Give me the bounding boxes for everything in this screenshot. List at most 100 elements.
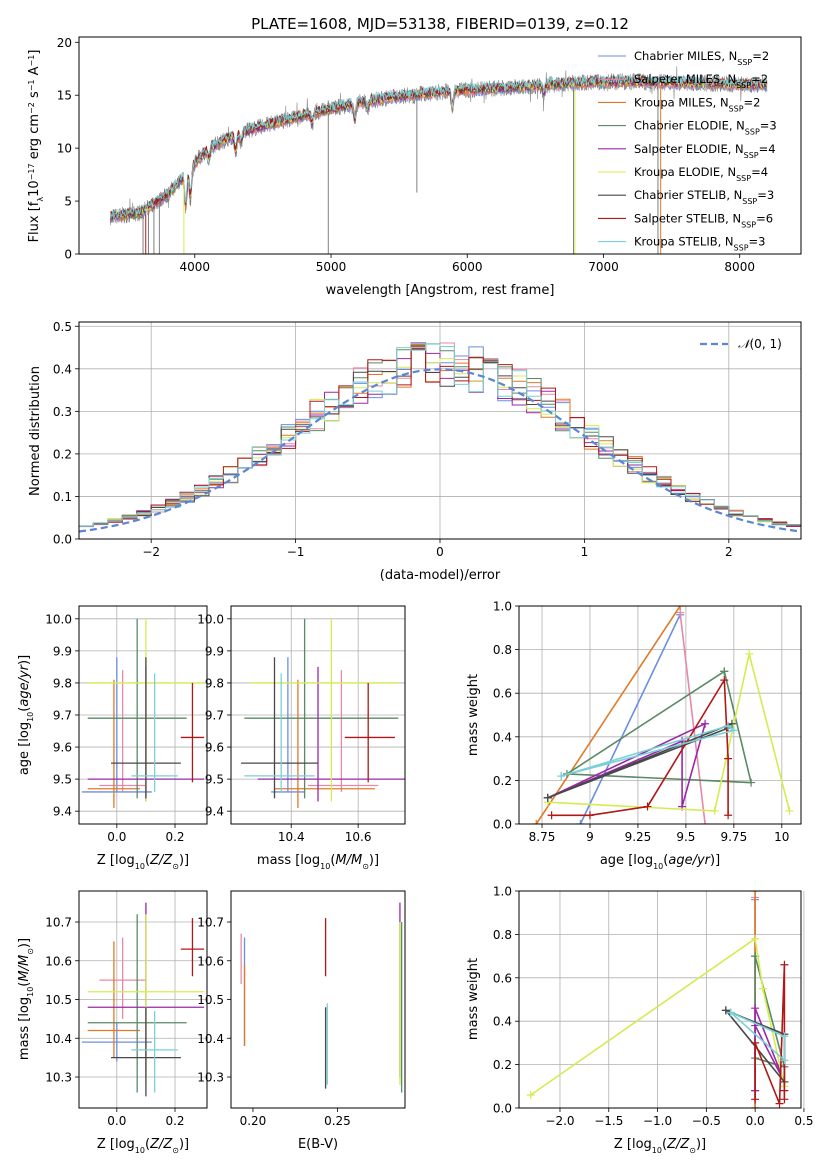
- y-tick-label: 0.4: [493, 730, 512, 744]
- plus-marker: [747, 778, 756, 787]
- y-tick-label: 9.6: [53, 741, 72, 755]
- x-tick-label: −1.0: [643, 1114, 672, 1128]
- x-tick-label: −0.5: [692, 1114, 721, 1128]
- x-axis-label: Z [log10(Z/Z⊙)]: [97, 1137, 189, 1155]
- plot-area: [109, 66, 768, 254]
- weight-line: [547, 653, 791, 812]
- plus-marker: [745, 649, 754, 658]
- legend-label: Salpeter MILES, NSSP=2: [634, 72, 768, 90]
- y-tick-label: 0.0: [493, 1102, 512, 1116]
- y-tick-label: 0.8: [493, 928, 512, 942]
- y-axis-label: mass weight: [466, 674, 481, 756]
- plus-marker: [785, 806, 794, 815]
- y-axis-label: Flux [fλ10−17 erg cm−2 s−1 A−1]: [27, 50, 45, 243]
- x-tick-label: 9: [586, 830, 594, 844]
- x-tick-label: 10: [774, 830, 789, 844]
- y-tick-label: 0.6: [493, 687, 512, 701]
- x-tick-label: 9.75: [720, 830, 747, 844]
- plus-marker: [643, 802, 652, 811]
- x-axis-label: Z [log10(Z/Z⊙)]: [97, 853, 189, 871]
- y-tick-label: 9.5: [53, 773, 72, 787]
- y-tick-label: 10.6: [45, 954, 72, 968]
- legend-label: Kroupa STELIB, NSSP=3: [634, 235, 765, 253]
- plus-marker: [710, 806, 719, 815]
- weight-line: [547, 722, 707, 807]
- plus-marker: [547, 811, 556, 820]
- legend-label: Salpeter STELIB, NSSP=6: [634, 211, 773, 229]
- plus-marker: [780, 1056, 789, 1065]
- plot-area: [81, 618, 205, 808]
- mass-weight-vs-metallicity-panel: −2.0 −1.5 −1.0 −0.5 0.0 0.5 0.0 0.2 0.4 0.6 0.8 1.0…: [466, 885, 813, 1155]
- y-tick-label: 10.7: [45, 916, 72, 930]
- plus-marker: [701, 820, 710, 824]
- plus-marker: [557, 772, 566, 781]
- y-tick-label: 9.9: [53, 644, 72, 658]
- y-tick-label: 0.2: [493, 774, 512, 788]
- legend-label: Chabrier ELODIE, NSSP=3: [634, 119, 777, 137]
- y-tick-label: 9.7: [205, 709, 224, 723]
- y-tick-label: 10.4: [45, 1032, 72, 1046]
- axes-frame: [78, 605, 208, 825]
- y-axis-label: mass weight: [466, 958, 481, 1040]
- weight-line: [730, 1011, 786, 1063]
- y-tick-label: 10.5: [45, 993, 72, 1007]
- y-tick-label: 0.2: [493, 1058, 512, 1072]
- plus-marker: [775, 1099, 784, 1108]
- plus-marker: [532, 820, 541, 824]
- plus-marker: [724, 754, 733, 763]
- plus-marker: [526, 1090, 535, 1099]
- plus-marker: [751, 1095, 760, 1104]
- weight-line: [535, 606, 681, 824]
- weight-line: [564, 670, 753, 784]
- y-tick-label: 20: [57, 36, 72, 50]
- y-tick-label: 10.3: [45, 1071, 72, 1085]
- x-tick-label: −1: [287, 545, 305, 559]
- y-tick-label: 9.4: [53, 805, 72, 819]
- plus-marker: [576, 820, 585, 824]
- weight-line: [579, 614, 681, 824]
- weight-line: [754, 955, 786, 1068]
- x-tick-label: −2.0: [545, 1114, 574, 1128]
- y-tick-label: 10.7: [197, 916, 224, 930]
- plus-marker: [751, 1004, 760, 1013]
- weight-line: [560, 725, 736, 777]
- x-tick-label: 8.75: [529, 830, 556, 844]
- y-tick-label: 9.6: [205, 741, 224, 755]
- y-tick-label: 0.4: [53, 362, 72, 376]
- x-tick-label: 0.0: [107, 830, 126, 844]
- legend-label: 𝒩(0, 1): [738, 337, 782, 351]
- plus-marker: [729, 726, 738, 735]
- y-tick-label: 10.0: [45, 612, 72, 626]
- x-tick-label: 0.0: [107, 1114, 126, 1128]
- plus-marker: [780, 1095, 789, 1104]
- x-tick-label: 0.0: [746, 1114, 765, 1128]
- axes-frame: [78, 890, 208, 1109]
- plot-area: [240, 902, 403, 1093]
- age-vs-metallicity-panel: 0.0 0.2 9.4 9.5 9.6 9.7 9.8 9.9 10.0 Z [log10(Z/Z…: [17, 605, 208, 871]
- x-axis-label: wavelength [Angstrom, rest frame]: [326, 283, 555, 298]
- plot-area: [79, 342, 801, 539]
- x-tick-label: 6000: [452, 260, 483, 274]
- x-axis-label: mass [log10(M/M⊙)]: [257, 853, 379, 871]
- legend-label: Kroupa ELODIE, NSSP=4: [634, 165, 768, 183]
- plus-marker: [724, 721, 733, 730]
- axes-frame: [230, 605, 406, 825]
- y-tick-label: 9.7: [53, 709, 72, 723]
- gridlines: [519, 890, 805, 1109]
- plus-marker: [720, 667, 729, 676]
- plot-area: [81, 902, 205, 1097]
- x-tick-label: 8000: [724, 260, 755, 274]
- axes-frame: [78, 36, 802, 255]
- x-tick-label: 4000: [180, 260, 211, 274]
- y-tick-label: 1.0: [493, 600, 512, 614]
- plus-marker: [780, 1086, 789, 1095]
- plus-marker: [585, 811, 594, 820]
- plus-marker: [751, 891, 760, 895]
- plus-marker: [721, 1006, 730, 1015]
- legend-label: Chabrier STELIB, NSSP=3: [634, 188, 774, 206]
- y-tick-label: 0.0: [53, 533, 72, 547]
- spectrum-panel: 4000 5000 6000 7000 8000 0 5 10 15 20 wavelength […: [27, 36, 802, 298]
- y-tick-label: 0.8: [493, 643, 512, 657]
- y-tick-label: 9.5: [205, 773, 224, 787]
- mass-vs-metallicity-panel: 0.0 0.2 10.3 10.4 10.5 10.6 10.7 Z [log10(Z/Z⊙)…: [17, 890, 208, 1155]
